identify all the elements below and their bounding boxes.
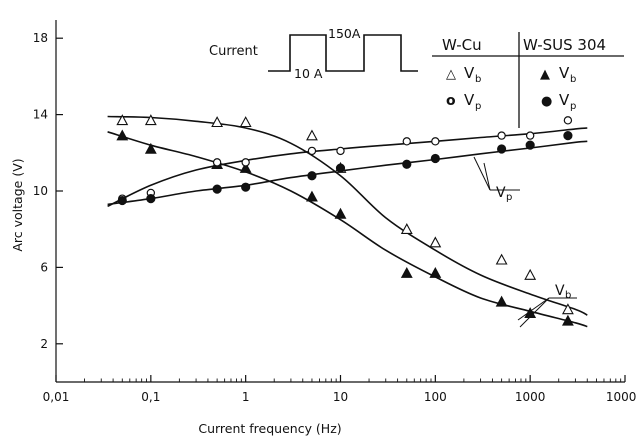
filled-triangle-point bbox=[334, 207, 347, 219]
legend-filled-triangle-icon: ▲ bbox=[540, 67, 550, 82]
legend-vb-symbol-sus: V bbox=[559, 64, 570, 82]
open-triangle-point bbox=[306, 129, 318, 141]
open-circle-point bbox=[212, 158, 222, 167]
filled-circle-point bbox=[241, 182, 251, 192]
vb-annotation-symbol: V bbox=[555, 283, 565, 299]
open-circle-point bbox=[307, 146, 317, 156]
fit-curve-3 bbox=[107, 140, 588, 206]
legend-open-triangle-icon: △ bbox=[446, 67, 456, 82]
fit-curve-0 bbox=[107, 115, 588, 316]
legend-filled-circle-icon: ● bbox=[541, 94, 552, 109]
filled-triangle-point bbox=[561, 314, 574, 326]
open-circle-point bbox=[431, 137, 440, 146]
x-tick-label-5: 1000 bbox=[515, 390, 546, 404]
filled-triangle-point bbox=[400, 266, 413, 278]
legend-vb-symbol: V bbox=[464, 64, 475, 82]
filled-circle-point bbox=[402, 159, 412, 169]
vb-leader-1 bbox=[517, 297, 550, 321]
x-tick-label-3: 10 bbox=[333, 390, 348, 404]
filled-circle-point bbox=[430, 153, 440, 164]
y-tick-label-0: 2 bbox=[40, 337, 48, 351]
open-circle-point bbox=[402, 137, 411, 146]
filled-triangle-point bbox=[306, 190, 318, 202]
x-tick-label-4: 100 bbox=[424, 390, 447, 404]
open-circle-point bbox=[241, 158, 250, 167]
filled-triangle-point bbox=[239, 161, 252, 173]
legend-header-w-cu: W-Cu bbox=[442, 36, 482, 54]
vp-leader-1 bbox=[473, 156, 491, 191]
x-tick-label-1: 0,1 bbox=[141, 390, 160, 404]
legend-vp-sub: p bbox=[475, 101, 481, 112]
filled-circle-point bbox=[146, 194, 156, 204]
axis-ticks: 2 6 10 14 18 0,01 0,1 1 10 100 1000 10000 bbox=[33, 31, 637, 404]
fit-curve-2 bbox=[107, 127, 588, 208]
legend-vp-symbol-sus: V bbox=[559, 91, 570, 109]
x-tick-label-0: 0,01 bbox=[43, 390, 70, 404]
y-axis-label: Arc voltage (V) bbox=[10, 158, 25, 251]
vp-annotation: V p bbox=[473, 156, 520, 203]
filled-circle-point bbox=[525, 140, 535, 150]
vp-annotation-sub: p bbox=[506, 192, 512, 203]
filled-circle-point bbox=[212, 184, 222, 194]
filled-circle-point bbox=[497, 144, 507, 154]
open-circle-point bbox=[563, 116, 573, 125]
filled-circle-point bbox=[563, 131, 573, 141]
y-tick-label-3: 14 bbox=[33, 108, 48, 122]
legend-vp-symbol: V bbox=[464, 91, 475, 109]
inset-high-label: 150A bbox=[328, 26, 361, 41]
filled-circle-point bbox=[117, 195, 127, 206]
open-triangle-point bbox=[524, 268, 537, 280]
filled-triangle-point bbox=[144, 142, 157, 154]
open-triangle-point bbox=[144, 114, 157, 126]
fitted-curves bbox=[107, 115, 588, 328]
inset-low-label: 10 A bbox=[294, 66, 323, 81]
legend-header-w-sus304: W-SUS 304 bbox=[523, 36, 606, 54]
vp-annotation-symbol: V bbox=[496, 185, 506, 201]
open-circle-point bbox=[497, 131, 506, 140]
vb-annotation: V b bbox=[517, 283, 577, 328]
current-waveform-inset: Current 150A 10 A bbox=[209, 26, 418, 81]
open-triangle-point bbox=[561, 303, 574, 315]
filled-triangle-point bbox=[116, 129, 129, 141]
legend-open-circle-icon: o bbox=[446, 93, 456, 109]
legend: W-Cu W-SUS 304 △ V b o V p ▲ V b ● V p bbox=[432, 32, 624, 128]
open-circle-point bbox=[525, 131, 535, 140]
open-triangle-point bbox=[429, 236, 442, 248]
inset-current-label: Current bbox=[209, 44, 258, 59]
fit-curve-1 bbox=[107, 131, 588, 328]
legend-vp-sub-sus: p bbox=[570, 101, 576, 112]
square-wave bbox=[268, 34, 418, 72]
filled-circle-point bbox=[307, 171, 317, 181]
x-axis-label: Current frequency (Hz) bbox=[198, 421, 341, 436]
y-tick-label-4: 18 bbox=[33, 31, 48, 45]
x-tick-label-6: 10000 bbox=[606, 390, 637, 404]
vb-leader-2 bbox=[519, 297, 550, 328]
vb-annotation-sub: b bbox=[565, 290, 571, 301]
filled-triangle-point bbox=[429, 266, 442, 278]
y-tick-label-2: 10 bbox=[33, 184, 48, 198]
legend-vb-sub-sus: b bbox=[570, 74, 576, 85]
vp-leader-2 bbox=[483, 162, 491, 191]
open-circle-point bbox=[336, 146, 345, 156]
filled-circle-point bbox=[335, 163, 346, 173]
legend-vb-sub: b bbox=[475, 74, 481, 85]
open-triangle-point bbox=[239, 116, 252, 128]
data-points bbox=[116, 114, 574, 326]
open-triangle-point bbox=[116, 114, 129, 126]
open-triangle-point bbox=[211, 116, 224, 128]
y-tick-label-1: 6 bbox=[40, 260, 48, 274]
open-triangle-point bbox=[495, 253, 508, 265]
x-tick-label-2: 1 bbox=[242, 390, 250, 404]
filled-triangle-point bbox=[495, 295, 508, 307]
open-triangle-point bbox=[400, 223, 413, 234]
